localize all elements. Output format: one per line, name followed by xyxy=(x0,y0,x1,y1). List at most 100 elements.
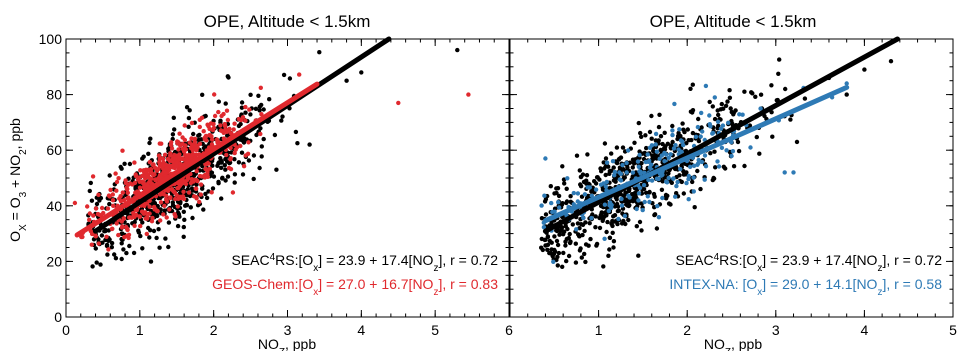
scatter-point xyxy=(736,148,742,154)
scatter-point xyxy=(212,92,217,97)
scatter-point xyxy=(695,168,700,174)
scatter-point xyxy=(239,100,245,105)
scatter-point xyxy=(184,203,190,208)
scatter-point xyxy=(204,195,210,201)
scatter-point xyxy=(748,145,753,150)
scatter-point xyxy=(188,205,193,210)
scatter-point xyxy=(602,141,608,146)
scatter-point xyxy=(190,148,195,153)
scatter-point xyxy=(611,245,616,250)
scatter-point xyxy=(161,166,166,172)
scatter-point xyxy=(684,180,689,186)
scatter-point xyxy=(211,174,217,179)
legend-entry: SEAC4RS:[Ox] = 23.9 + 17.4[NOz], r = 0.7… xyxy=(231,252,498,274)
scatter-point xyxy=(89,242,95,247)
scatter-point xyxy=(602,166,607,171)
scatter-point xyxy=(317,50,322,55)
scatter-point xyxy=(673,143,678,148)
scatter-point xyxy=(615,204,621,209)
scatter-point xyxy=(593,214,598,219)
scatter-point xyxy=(545,234,551,239)
scatter-point xyxy=(125,190,130,195)
scatter-point xyxy=(639,161,644,166)
scatter-point xyxy=(127,243,132,249)
scatter-point xyxy=(774,98,779,103)
scatter-point xyxy=(297,72,302,77)
scatter-point xyxy=(175,204,180,209)
scatter-point xyxy=(221,130,226,135)
scatter-point xyxy=(548,184,553,189)
scatter-point xyxy=(624,160,629,166)
scatter-point xyxy=(625,203,630,208)
panel-right: OPE, Altitude < 1.5km 1 2 3 4 5 NOZ, ppb SEA… xyxy=(509,12,957,351)
scatter-point xyxy=(782,170,787,175)
scatter-point xyxy=(147,140,152,146)
scatter-point xyxy=(639,228,644,233)
scatter-point xyxy=(198,182,204,187)
scatter-point xyxy=(593,187,599,192)
scatter-point xyxy=(223,101,228,106)
scatter-point xyxy=(543,156,548,161)
scatter-point xyxy=(95,211,101,217)
scatter-point xyxy=(147,235,152,240)
scatter-point xyxy=(590,212,595,217)
scatter-point xyxy=(203,191,208,197)
scatter-point xyxy=(143,216,148,221)
scatter-point xyxy=(114,188,119,193)
scatter-point xyxy=(174,192,179,198)
scatter-point xyxy=(132,219,137,225)
scatter-point xyxy=(623,198,628,204)
scatter-point xyxy=(123,180,129,186)
scatter-point xyxy=(212,113,218,119)
scatter-point xyxy=(127,215,132,220)
scatter-point xyxy=(466,92,471,97)
scatter-point xyxy=(240,172,246,177)
scatter-point xyxy=(679,163,684,168)
scatter-point xyxy=(148,259,154,264)
scatter-point xyxy=(682,129,687,135)
scatter-point xyxy=(647,129,653,135)
scatter-point xyxy=(104,234,109,239)
scatter-point xyxy=(844,81,849,86)
scatter-point xyxy=(188,156,193,161)
scatter-point xyxy=(359,70,364,75)
scatter-point xyxy=(581,179,587,185)
scatter-point xyxy=(574,153,580,158)
scatter-point xyxy=(152,207,157,212)
scatter-point xyxy=(669,143,674,148)
scatter-point xyxy=(548,251,554,256)
scatter-point xyxy=(750,91,755,96)
scatter-point xyxy=(557,205,562,210)
scatter-point xyxy=(137,185,143,190)
scatter-point xyxy=(164,165,170,171)
scatter-point xyxy=(197,124,202,130)
scatter-point xyxy=(148,136,153,141)
scatter-point xyxy=(110,198,116,203)
scatter-point xyxy=(149,219,155,224)
scatter-point xyxy=(238,117,244,123)
scatter-point xyxy=(216,179,221,185)
scatter-point xyxy=(609,151,614,156)
scatter-point xyxy=(597,225,603,231)
scatter-point xyxy=(192,194,197,199)
scatter-point xyxy=(258,85,263,91)
scatter-point xyxy=(106,247,111,252)
scatter-point xyxy=(94,260,99,265)
scatter-point xyxy=(601,181,606,186)
scatter-point xyxy=(728,106,733,111)
panel-right-title: OPE, Altitude < 1.5km xyxy=(650,12,817,31)
scatter-point xyxy=(670,123,675,129)
scatter-point xyxy=(666,175,671,181)
y-tick-label: 80 xyxy=(46,87,62,103)
scatter-point xyxy=(681,191,686,196)
scatter-point xyxy=(699,110,704,116)
scatter-point xyxy=(191,131,196,137)
scatter-point xyxy=(630,174,635,179)
scatter-point xyxy=(181,234,186,239)
scatter-point xyxy=(556,200,561,205)
scatter-point xyxy=(712,95,717,100)
scatter-point xyxy=(673,166,678,172)
scatter-point xyxy=(192,136,198,141)
scatter-point xyxy=(219,113,224,119)
scatter-point xyxy=(791,170,796,175)
